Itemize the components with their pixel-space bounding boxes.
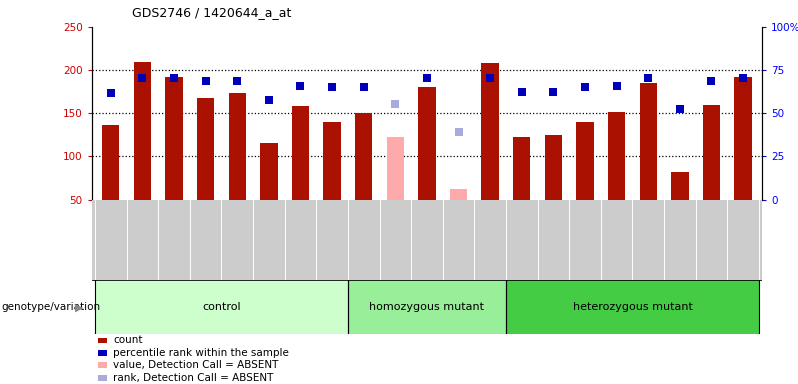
Point (642, 75, 654, 81)
Text: heterozygous mutant: heterozygous mutant (572, 302, 693, 312)
Bar (418, 88, 436, 200)
Bar (386, 137, 404, 200)
Bar (292, 106, 309, 200)
Bar (481, 63, 499, 200)
Bar (98, 362, 106, 368)
Point (610, 83, 623, 89)
Point (516, 89, 528, 95)
Point (737, 75, 749, 81)
Bar (98, 338, 106, 343)
Bar (348, 280, 506, 334)
Bar (98, 375, 106, 381)
Bar (506, 280, 759, 334)
Bar (450, 189, 468, 200)
Bar (197, 98, 215, 200)
Bar (639, 83, 657, 200)
Point (231, 78, 243, 84)
Bar (165, 77, 183, 200)
Point (168, 75, 180, 81)
Point (294, 83, 307, 89)
Text: ▶: ▶ (75, 302, 84, 312)
Point (705, 78, 718, 84)
Point (421, 75, 433, 81)
Bar (671, 172, 689, 200)
Point (452, 129, 465, 136)
Text: rank, Detection Call = ABSENT: rank, Detection Call = ABSENT (113, 373, 274, 383)
Point (484, 75, 496, 81)
Bar (95, 280, 348, 334)
Text: value, Detection Call = ABSENT: value, Detection Call = ABSENT (113, 360, 279, 370)
Text: control: control (202, 302, 241, 312)
Text: homozygous mutant: homozygous mutant (369, 302, 484, 312)
Text: GDS2746 / 1420644_a_at: GDS2746 / 1420644_a_at (132, 6, 291, 19)
Text: count: count (113, 335, 143, 345)
Bar (323, 122, 341, 200)
Bar (102, 125, 120, 200)
Bar (133, 62, 151, 200)
Point (358, 84, 370, 91)
Point (547, 89, 559, 95)
Bar (576, 122, 594, 200)
Bar (608, 112, 626, 200)
Bar (545, 135, 562, 200)
Point (263, 97, 275, 103)
Point (674, 106, 686, 112)
Bar (513, 137, 531, 200)
Point (579, 84, 591, 91)
Point (105, 90, 117, 96)
Point (326, 84, 338, 91)
Point (389, 101, 401, 107)
Bar (98, 350, 106, 356)
Bar (703, 104, 720, 200)
Bar (734, 77, 752, 200)
Point (136, 75, 148, 81)
Text: genotype/variation: genotype/variation (2, 302, 101, 312)
Bar (260, 143, 278, 200)
Point (200, 78, 212, 84)
Text: percentile rank within the sample: percentile rank within the sample (113, 348, 289, 358)
Bar (228, 93, 246, 200)
Bar (355, 113, 373, 200)
